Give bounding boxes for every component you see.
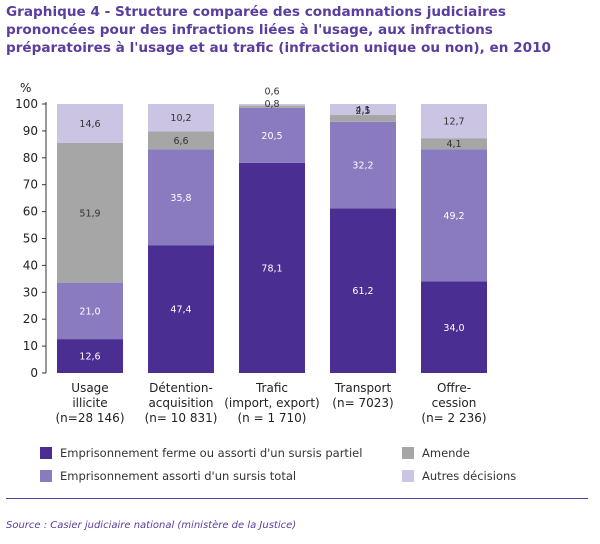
category-label: (n= 2 236) — [421, 411, 486, 425]
legend-item-amende: Amende — [402, 446, 470, 460]
chart-title: Graphique 4 - Structure comparée des con… — [6, 4, 552, 56]
y-tick-label: 100 — [15, 97, 38, 111]
bar-segment — [330, 208, 396, 373]
category-label: Détention- — [149, 381, 213, 395]
bar-segment — [148, 149, 214, 246]
y-tick-label: 60 — [23, 205, 38, 219]
data-label: 12,7 — [443, 117, 464, 128]
category-label: Usage — [71, 381, 108, 395]
data-labels: 12,6 21,0 51,9 14,6 47,4 35,8 6,6 10,2 78,1 20,5 0… — [79, 87, 464, 363]
bar-segment — [57, 282, 123, 340]
data-label: 61,2 — [352, 286, 373, 297]
data-label: 47,4 — [170, 305, 191, 316]
data-label: 20,5 — [261, 131, 282, 142]
category-label: (n = 1 710) — [237, 411, 306, 425]
data-label: 78,1 — [261, 263, 282, 274]
category-label: (n=28 146) — [55, 411, 124, 425]
bar-segment — [421, 281, 487, 373]
y-tick-label: 80 — [23, 151, 38, 165]
data-label: 6,6 — [173, 136, 188, 147]
y-tick-label: 10 — [23, 339, 38, 353]
bar-segment — [239, 107, 305, 163]
legend-label: Emprisonnement assorti d'un sursis total — [60, 469, 297, 483]
data-label: 0,6 — [264, 87, 279, 98]
y-axis: 0 10 20 30 40 50 60 70 80 90 100% — [15, 81, 47, 380]
bar-segment — [148, 245, 214, 373]
category-label: (n= 10 831) — [145, 411, 218, 425]
bar-segment — [421, 138, 487, 150]
bars — [57, 104, 487, 373]
data-label: 14,6 — [79, 119, 100, 130]
data-label: 12,6 — [79, 352, 100, 363]
category-label: Offre- — [437, 381, 471, 395]
bar-segment — [57, 339, 123, 373]
data-label: 49,2 — [443, 211, 464, 222]
category-label: cession — [432, 396, 477, 410]
legend-swatch — [402, 447, 414, 459]
data-label: 51,9 — [79, 208, 100, 219]
data-label: 10,2 — [170, 113, 191, 124]
bar-segment — [330, 121, 396, 209]
bar-segment — [148, 104, 214, 132]
category-label: Trafic — [255, 381, 288, 395]
bar-segment — [57, 104, 123, 144]
bar-segment — [239, 105, 305, 108]
category-label: illicite — [72, 396, 107, 410]
y-tick-label: 50 — [23, 232, 38, 246]
category-label: (n= 7023) — [332, 396, 393, 410]
data-label: 2,5 — [355, 106, 370, 117]
legend-swatch — [40, 447, 52, 459]
bar-segment — [239, 162, 305, 373]
data-label: 0,8 — [264, 99, 279, 110]
bar-segment — [421, 104, 487, 139]
data-label: 32,2 — [352, 161, 373, 172]
legend-item-ferme: Emprisonnement ferme ou assorti d'un sur… — [40, 446, 362, 460]
bar-chart: 0 10 20 30 40 50 60 70 80 90 100% 12,6 21,0 51,9 14,6… — [15, 81, 487, 425]
y-axis-label: % — [20, 81, 31, 95]
legend-swatch — [402, 470, 414, 482]
bar-segment — [239, 104, 305, 106]
y-tick-label: 30 — [23, 285, 38, 299]
data-label: 34,0 — [443, 323, 464, 334]
y-tick-label: 0 — [30, 366, 38, 380]
data-label: 4,1 — [355, 105, 370, 116]
source-note: Source : Casier judiciaire national (min… — [6, 520, 297, 531]
category-label: Transport — [334, 381, 392, 395]
bar-segment — [330, 104, 396, 116]
legend-item-autres: Autres décisions — [402, 469, 516, 483]
data-label: 21,0 — [79, 306, 100, 317]
category-label: acquisition — [148, 396, 213, 410]
bar-segment — [57, 143, 123, 283]
y-tick-label: 40 — [23, 258, 38, 272]
category-label: (import, export) — [224, 396, 319, 410]
divider — [6, 498, 588, 499]
legend-label: Autres décisions — [422, 469, 517, 483]
y-tick-label: 90 — [23, 124, 38, 138]
legend-swatch — [40, 470, 52, 482]
bar-segment — [330, 115, 396, 122]
legend-label: Amende — [422, 446, 470, 460]
bar-segment — [421, 149, 487, 282]
legend-label: Emprisonnement ferme ou assorti d'un sur… — [60, 446, 363, 460]
y-tick-label: 70 — [23, 178, 38, 192]
data-label: 4,1 — [446, 139, 461, 150]
legend-item-sursis-total: Emprisonnement assorti d'un sursis total — [40, 469, 296, 483]
y-tick-label: 20 — [23, 312, 38, 326]
bar-segment — [148, 131, 214, 150]
data-label: 35,8 — [170, 193, 191, 204]
